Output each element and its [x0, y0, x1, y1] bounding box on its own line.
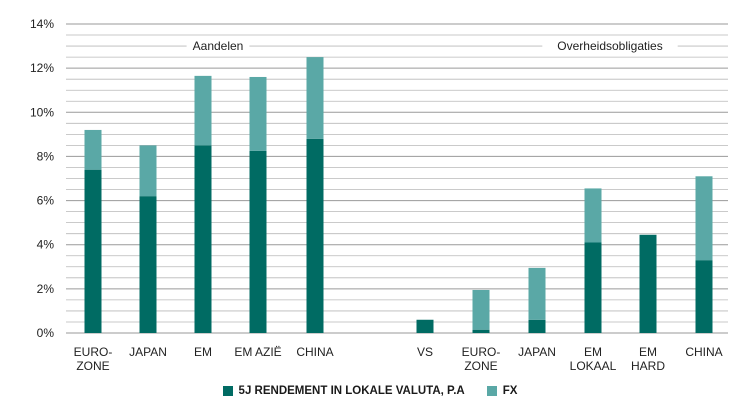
legend-label-local-return: 5J RENDEMENT IN LOKALE VALUTA, P.A: [238, 385, 465, 397]
group-label-bg: [542, 38, 678, 54]
bars: [84, 57, 713, 333]
bar-fx: [584, 188, 602, 243]
x-tick-label-line: JAPAN: [518, 345, 556, 359]
x-tick-label: VS: [417, 345, 433, 359]
bar-local-return: [84, 169, 102, 333]
legend-swatch-fx: [486, 386, 497, 396]
x-tick-label: JAPAN: [129, 345, 167, 359]
x-tick-label-line: LOKAAL: [570, 359, 617, 373]
bar-fx: [139, 145, 157, 197]
x-tick-label: EM AZIË: [234, 345, 281, 359]
x-tick-label-line: EM: [584, 345, 602, 359]
bar-local-return: [306, 138, 324, 333]
legend-item-local-return: 5J RENDEMENT IN LOKALE VALUTA, P.A: [222, 385, 465, 397]
x-tick-label: CHINA: [296, 345, 333, 359]
y-tick-label: 0%: [37, 326, 55, 340]
bar-local-return: [416, 319, 434, 333]
bar-local-return: [472, 329, 490, 333]
x-tick-label-line: EURO-: [74, 345, 113, 359]
x-tick-label-line: CHINA: [685, 345, 722, 359]
group-labels: Aandelen Overheidsobligaties: [186, 38, 678, 54]
legend-label-fx: FX: [502, 385, 518, 397]
group-label: Overheidsobligaties: [557, 39, 662, 53]
x-tick-label-line: EURO-: [462, 345, 501, 359]
x-tick-label: JAPAN: [518, 345, 556, 359]
x-tick-label-line: ZONE: [76, 359, 109, 373]
x-tick-label-line: CHINA: [296, 345, 333, 359]
x-tick-label-line: HARD: [631, 359, 665, 373]
x-tick-label-line: VS: [417, 345, 433, 359]
y-tick-label: 8%: [37, 149, 55, 163]
x-tick-label-line: JAPAN: [129, 345, 167, 359]
x-tick-label: EM LOKAAL: [570, 345, 617, 373]
legend-swatch-local-return: [222, 386, 233, 396]
bar-fx: [528, 267, 546, 320]
y-tick-label: 10%: [30, 105, 54, 119]
y-axis-ticks: 0% 2% 4% 6% 8% 10% 12% 14%: [30, 17, 54, 340]
bar-local-return: [139, 196, 157, 333]
x-tick-label-line: EM: [194, 345, 212, 359]
x-tick-label-line: ZONE: [464, 359, 497, 373]
y-tick-label: 12%: [30, 61, 54, 75]
bar-local-return: [695, 260, 713, 333]
bar-fx: [472, 289, 490, 330]
legend: 5J RENDEMENT IN LOKALE VALUTA, P.A FX: [0, 381, 740, 401]
x-tick-label: CHINA: [685, 345, 722, 359]
x-tick-label-line: EM AZIË: [234, 345, 281, 359]
bar-local-return: [584, 242, 602, 333]
bar-fx: [306, 57, 324, 139]
bar-local-return: [249, 150, 267, 333]
group-label: Aandelen: [193, 39, 244, 53]
bar-fx: [695, 176, 713, 261]
x-tick-label-line: EM: [639, 345, 657, 359]
group-label-bg: [186, 38, 250, 54]
y-tick-label: 2%: [37, 282, 55, 296]
bar-local-return: [194, 145, 212, 333]
x-tick-label: EURO-ZONE: [74, 345, 113, 373]
bar-local-return: [639, 234, 657, 333]
bar-fx: [84, 129, 102, 170]
legend-item-fx: FX: [486, 385, 518, 397]
y-tick-label: 14%: [30, 17, 54, 31]
gridlines: [66, 23, 728, 334]
bar-fx: [249, 76, 267, 151]
y-tick-label: 6%: [37, 194, 55, 208]
x-tick-label: EM HARD: [631, 345, 665, 373]
x-tick-label: EM: [194, 345, 212, 359]
bar-local-return: [528, 319, 546, 333]
y-tick-label: 4%: [37, 238, 55, 252]
x-tick-label: EURO-ZONE: [462, 345, 501, 373]
bar-fx: [194, 75, 212, 146]
